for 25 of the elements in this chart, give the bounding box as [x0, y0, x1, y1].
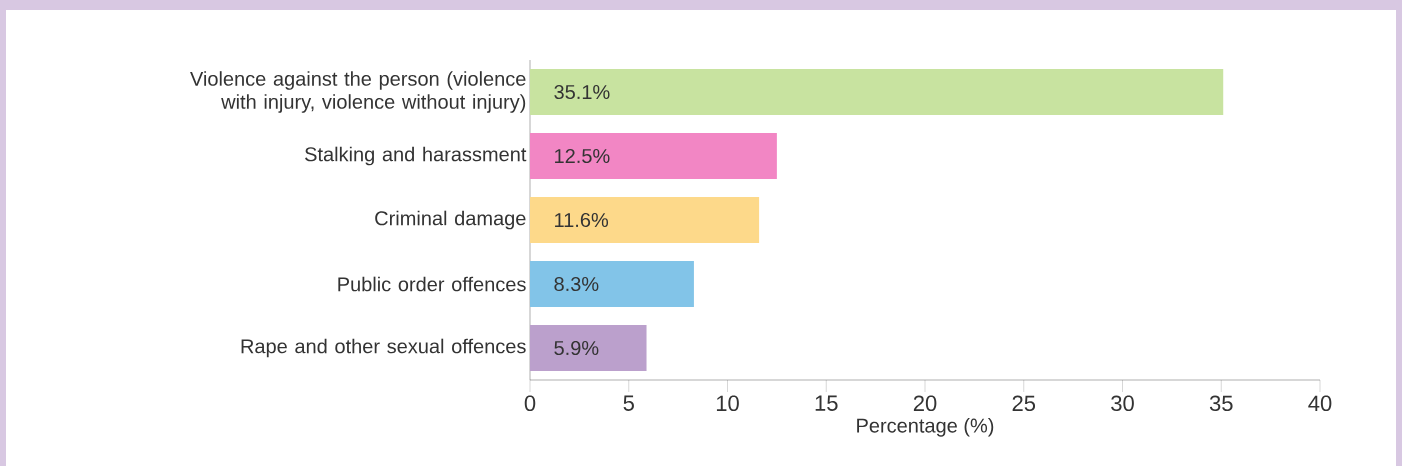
x-tick-label: 15: [815, 395, 838, 411]
data-label: 35.1%: [554, 84, 610, 100]
x-tick-label: 40: [1308, 395, 1332, 412]
bar: [530, 133, 777, 179]
x-tick-label: 30: [1111, 395, 1134, 412]
x-tick-label: 5: [623, 395, 634, 411]
bar: [530, 261, 694, 307]
x-tick-label: 35: [1209, 395, 1233, 412]
y-tick-label: Criminal damage: [375, 210, 526, 230]
data-label: 12.5%: [555, 148, 610, 164]
bar: [530, 69, 1224, 115]
x-tick-label: 25: [1012, 395, 1036, 412]
x-tick-label: 0: [524, 395, 536, 412]
bar: [530, 325, 647, 371]
y-tick-label: Stalking and harassment: [305, 146, 527, 166]
y-tick-label: Violence against the person (violence with injury, violence without injury): [190, 71, 526, 113]
data-label: 8.3%: [554, 276, 599, 292]
bar: [530, 197, 760, 243]
y-tick-label: Rape and other sexual offences: [241, 338, 526, 358]
x-tick-label: 10: [716, 395, 739, 412]
x-axis-title: Percentage (%): [857, 417, 994, 437]
data-label: 5.9%: [554, 340, 599, 356]
y-tick-label: Public order offences: [338, 276, 526, 292]
data-label: 11.6%: [555, 212, 609, 228]
x-tick-label: 20: [913, 395, 937, 412]
